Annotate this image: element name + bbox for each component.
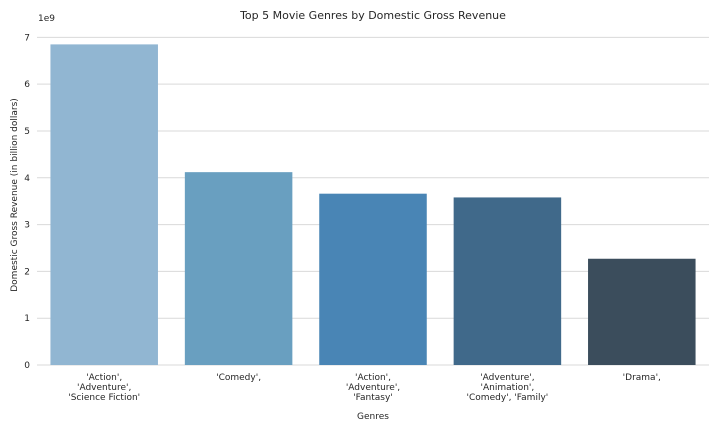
bar [453,197,562,365]
x-tick-label-line: 'Comedy', [216,373,261,383]
x-tick-labels: 'Action', 'Adventure', 'Science Fiction''C… [68,373,661,403]
x-tick-label: 'Adventure', 'Animation', 'Comedy', 'Famil… [467,373,549,403]
y-tick-label: 4 [24,174,30,184]
x-tick-label-line: 'Adventure', [77,383,131,393]
x-tick-label-line: 'Adventure', [346,383,400,393]
y-tick-label: 5 [24,127,30,137]
y-tick-labels: 0 1 2 3 4 5 6 7 [24,33,30,371]
y-tick-label: 7 [24,33,30,43]
chart-title: Top 5 Movie Genres by Domestic Gross Rev… [239,9,506,22]
bar [50,44,158,365]
bar [319,193,427,365]
x-tick-label-line: 'Action', [86,373,122,383]
y-tick-label: 6 [24,80,30,90]
y-tick-label: 2 [24,267,30,277]
x-tick-label-line: 'Fantasy' [353,393,393,403]
x-tick-label-line: 'Adventure', [480,373,534,383]
y-tick-label: 1 [24,314,30,324]
x-tick-label-line: 'Comedy', 'Family' [467,393,549,403]
x-tick-label-line: 'Drama', [623,373,661,383]
bar [184,172,293,365]
x-tick-label-line: 'Animation', [481,383,535,393]
bar [588,258,696,365]
x-axis-label: Genres [357,412,389,422]
bars [50,44,696,365]
y-offset-label: 1e9 [38,14,55,24]
y-tick-label: 0 [24,361,30,371]
y-axis-label: Domestic Gross Revenue (in billion dolla… [10,98,20,292]
y-tick-label: 3 [24,221,30,231]
x-tick-label: 'Action', 'Adventure', 'Science Fiction' [68,373,140,403]
x-tick-label-line: 'Science Fiction' [68,393,140,403]
x-tick-label: 'Drama', [623,373,661,383]
x-tick-label: 'Action', 'Adventure', 'Fantasy' [346,373,400,403]
x-tick-label-line: 'Action', [355,373,391,383]
x-tick-label: 'Comedy', [216,373,261,383]
